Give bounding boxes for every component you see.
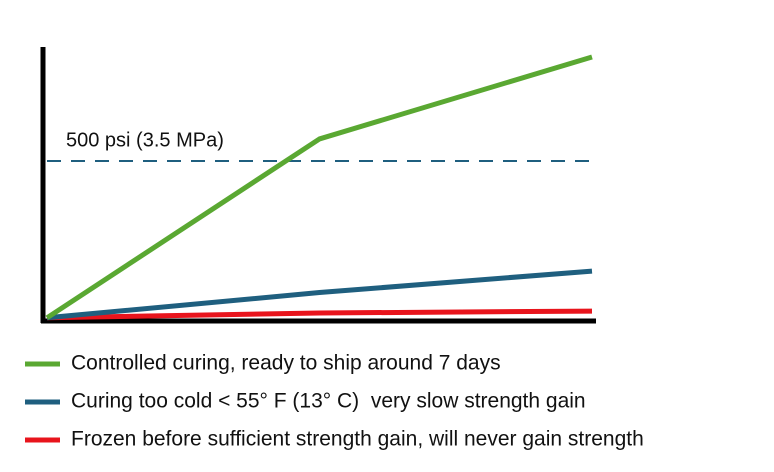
reference-label: 500 psi (3.5 MPa) — [66, 129, 224, 151]
legend-label: Curing too cold < 55° F (13° C) very slo… — [71, 390, 586, 413]
legend-label: Frozen before sufficient strength gain, … — [71, 428, 644, 451]
legend-label: Controlled curing, ready to ship around … — [71, 352, 501, 375]
series-line — [46, 268, 593, 321]
series-line — [46, 308, 593, 321]
series-line — [45, 54, 593, 320]
